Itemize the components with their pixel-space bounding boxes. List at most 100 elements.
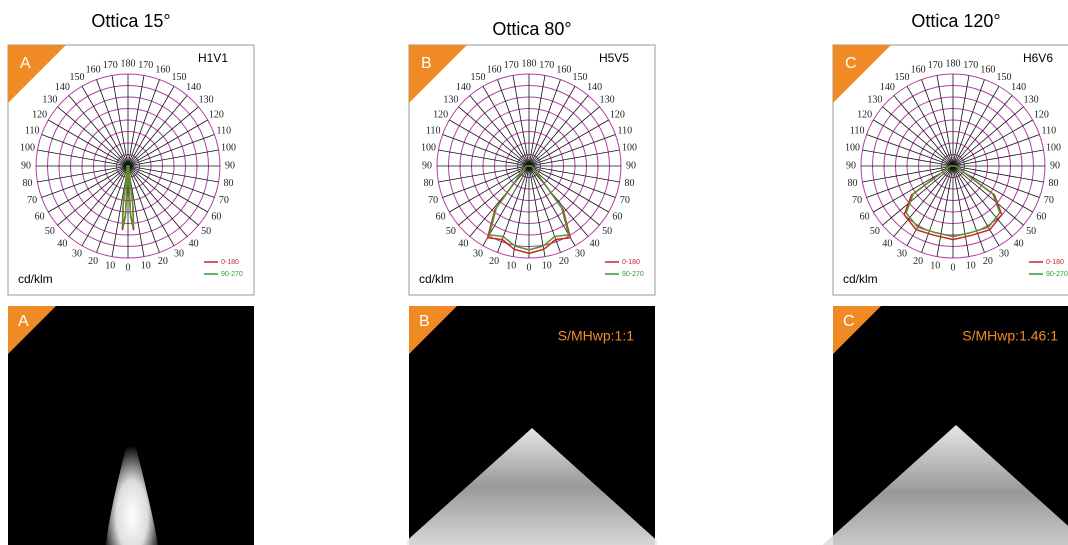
angle-label: 150 — [172, 72, 187, 83]
grid-spoke — [952, 165, 970, 257]
angle-label: 170 — [928, 60, 943, 71]
angle-label: 170 — [539, 60, 554, 71]
angle-label: 90 — [626, 160, 636, 171]
angle-label: 130 — [1024, 95, 1039, 106]
corner-letter: A — [18, 313, 29, 330]
angle-label: 50 — [1026, 226, 1036, 237]
angle-label: 40 — [189, 238, 199, 249]
angle-label: 10 — [141, 261, 151, 272]
angle-label: 120 — [209, 109, 224, 120]
angle-label: 40 — [1014, 238, 1024, 249]
grid-spoke — [81, 86, 129, 167]
grid-spoke — [528, 165, 561, 253]
grid-spoke — [873, 119, 954, 167]
angle-label: 130 — [199, 95, 214, 106]
angle-label: 140 — [1011, 82, 1026, 93]
grid-spoke — [921, 165, 954, 253]
angle-label: 180 — [121, 58, 136, 69]
angle-label: 160 — [155, 64, 170, 75]
grid-spoke — [68, 95, 129, 167]
angle-label: 80 — [223, 178, 233, 189]
grid-spoke — [458, 106, 530, 167]
angle-label: 100 — [421, 143, 436, 154]
grid-spoke — [906, 165, 954, 246]
angle-label: 50 — [602, 226, 612, 237]
grid-spoke — [127, 165, 215, 198]
panel-title: Ottica 15° — [91, 11, 170, 31]
angle-label: 180 — [946, 58, 961, 69]
angle-label: 110 — [850, 125, 865, 136]
diagram-code: H5V5 — [599, 51, 629, 65]
angle-label: 90 — [21, 160, 31, 171]
grid-spoke — [952, 149, 1044, 167]
angle-label: 50 — [201, 226, 211, 237]
legend-label: 0-180 — [221, 259, 239, 266]
angle-label: 50 — [45, 226, 55, 237]
angle-label: 60 — [211, 211, 221, 222]
angle-label: 170 — [504, 60, 519, 71]
angle-label: 150 — [895, 72, 910, 83]
angle-label: 100 — [1046, 143, 1061, 154]
grid-spoke — [96, 79, 129, 167]
corner-letter: B — [421, 55, 432, 72]
grid-spoke — [127, 134, 215, 167]
angle-label: 20 — [158, 256, 168, 267]
angle-label: 130 — [867, 95, 882, 106]
angle-label: 40 — [57, 238, 67, 249]
grid-spoke — [57, 165, 129, 226]
angle-label: 150 — [70, 72, 85, 83]
angle-label: 20 — [983, 256, 993, 267]
grid-spoke — [48, 165, 129, 213]
angle-label: 10 — [105, 261, 115, 272]
angle-label: 70 — [1044, 195, 1054, 206]
angle-label: 110 — [1042, 125, 1057, 136]
grid-spoke — [127, 106, 199, 167]
angle-label: 160 — [911, 64, 926, 75]
angle-label: 130 — [42, 95, 57, 106]
corner-tab — [8, 45, 66, 103]
angle-label: 0 — [126, 262, 131, 273]
grid-spoke — [952, 134, 1040, 167]
grid-spoke — [528, 165, 616, 198]
grid-spoke — [127, 95, 188, 167]
angle-label: 90 — [422, 160, 432, 171]
corner-tab — [833, 306, 881, 354]
panel-title: Ottica 120° — [911, 11, 1000, 31]
angle-label: 80 — [424, 178, 434, 189]
grid-spoke — [127, 79, 160, 167]
grid-spoke — [111, 75, 129, 167]
grid-spoke — [528, 95, 589, 167]
grid-spoke — [528, 106, 600, 167]
light-cone — [407, 428, 657, 545]
grid-spoke — [528, 165, 620, 183]
corner-tab — [8, 306, 56, 354]
corner-letter: C — [843, 313, 855, 330]
grid-spoke — [438, 165, 530, 183]
grid-spoke — [127, 165, 160, 253]
grid-spoke — [893, 95, 954, 167]
angle-label: 100 — [622, 143, 637, 154]
grid-spoke — [41, 134, 129, 167]
diagram-code: H6V6 — [1023, 51, 1053, 65]
grid-spoke — [936, 165, 954, 257]
angle-label: 100 — [845, 143, 860, 154]
grid-spoke — [528, 119, 609, 167]
angle-label: 110 — [217, 125, 232, 136]
angle-label: 130 — [600, 95, 615, 106]
corner-tab — [409, 306, 457, 354]
angle-label: 170 — [103, 60, 118, 71]
angle-label: 60 — [35, 211, 45, 222]
grid-spoke — [921, 79, 954, 167]
legend-label: 90-270 — [221, 271, 243, 278]
angle-label: 50 — [870, 226, 880, 237]
grid-spoke — [68, 165, 129, 237]
grid-spoke — [952, 165, 1013, 237]
grid-spoke — [528, 75, 546, 167]
angle-label: 90 — [225, 160, 235, 171]
grid-spoke — [528, 134, 616, 167]
grid-spoke — [952, 119, 1033, 167]
grid-spoke — [449, 119, 530, 167]
angle-label: 110 — [618, 125, 633, 136]
angle-label: 140 — [55, 82, 70, 93]
